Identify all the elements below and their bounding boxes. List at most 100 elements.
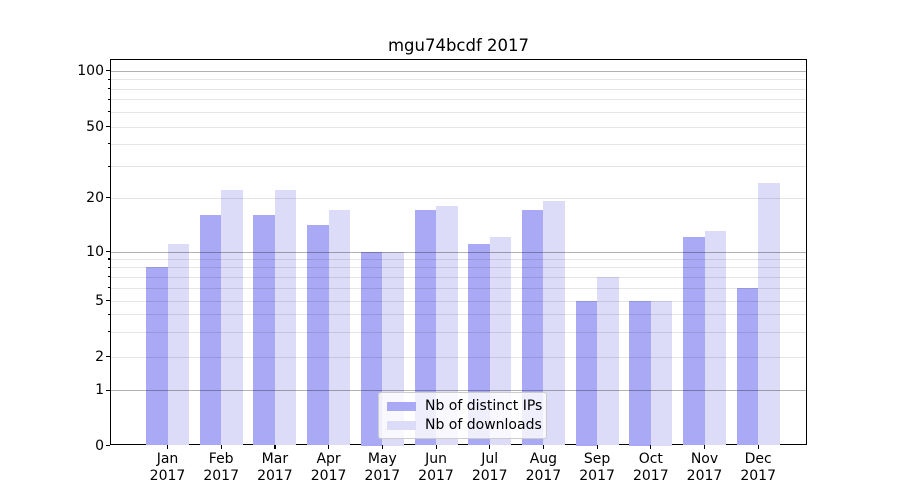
y-axis-tick-mark [106, 445, 110, 447]
y-axis-tick-mark [106, 70, 110, 72]
axis-layer: 0 1 2 5 10 20 50 100 Jan 2017 Feb 2017 Mar 2017 Apr… [77, 60, 806, 485]
gridline-minor [111, 331, 806, 333]
legend-swatch-downloads [387, 420, 416, 430]
x-axis-tick-mark [381, 445, 383, 449]
y-axis-tick-label: 20 [86, 189, 104, 206]
gridline-minor [111, 99, 806, 101]
gridline-minor [111, 314, 806, 316]
gridline-minor [111, 143, 806, 145]
legend: Nb of distinct IPs Nb of downloads [378, 392, 547, 439]
gridline-minor [111, 287, 806, 289]
bar-downloads [167, 244, 189, 446]
gridline-minor [111, 258, 806, 260]
bar-distinct-ips [736, 287, 759, 446]
x-axis-tick-label: Jun 2017 [418, 451, 454, 484]
bar-downloads [274, 190, 297, 446]
bar-downloads [650, 300, 673, 446]
x-axis-tick-mark [704, 445, 706, 449]
x-axis-tick-label: Mar 2017 [257, 451, 293, 484]
y-axis-tick-label: 1 [95, 382, 104, 398]
bar-distinct-ips [414, 210, 436, 446]
x-axis-tick-mark [167, 445, 169, 449]
legend-row-downloads: Nb of downloads [387, 417, 542, 433]
y-axis-minor-tick-mark [107, 313, 110, 315]
y-axis-minor-tick-mark [107, 258, 110, 260]
gridline-minor [111, 197, 806, 199]
x-axis-tick-mark [757, 445, 759, 449]
legend-label-downloads: Nb of downloads [425, 417, 542, 433]
gridline-minor [111, 300, 806, 302]
bar-distinct-ips [360, 251, 383, 446]
x-axis-tick-mark [489, 445, 491, 449]
y-axis-minor-tick-mark [107, 266, 110, 268]
gridline-minor [111, 88, 806, 90]
gridline-minor [111, 79, 806, 80]
x-axis-tick-label: May 2017 [364, 451, 401, 484]
gridline-minor [111, 276, 806, 278]
x-axis-tick-mark [596, 445, 598, 449]
y-axis-minor-tick-mark [107, 98, 110, 100]
x-axis-tick-mark [328, 445, 330, 449]
x-axis-tick-label: Sep 2017 [579, 451, 615, 484]
x-axis-tick-mark [650, 445, 652, 449]
gridline-major [111, 390, 806, 391]
y-axis-minor-tick-mark [107, 356, 110, 358]
x-axis-tick-label: Apr 2017 [310, 451, 347, 484]
gridline-major [111, 70, 806, 72]
x-axis-tick-label: Jul 2017 [471, 451, 508, 484]
bar-distinct-ips [146, 267, 168, 446]
x-axis-tick-label: Nov 2017 [686, 451, 723, 484]
bar-downloads [328, 210, 351, 446]
legend-label-distinct-ips: Nb of distinct IPs [425, 398, 543, 414]
y-axis-tick-label: 0 [95, 437, 104, 454]
bar-distinct-ips [307, 225, 329, 446]
bar-downloads [597, 276, 619, 446]
bar-downloads [543, 201, 565, 446]
gridline-minor [111, 267, 806, 269]
x-axis-tick-label: Aug 2017 [525, 451, 562, 484]
legend-row-distinct-ips: Nb of distinct IPs [387, 398, 543, 414]
plot-area: 0 1 2 5 10 20 50 100 Jan 2017 Feb 2017 Mar 2017 Apr… [77, 59, 807, 485]
bar-distinct-ips [683, 237, 705, 446]
y-axis-tick-label: 5 [95, 292, 104, 309]
x-axis-tick-label: Dec 2017 [740, 451, 776, 484]
y-axis-tick-label: 50 [86, 118, 104, 135]
y-axis-tick-mark [106, 251, 110, 253]
x-axis-tick-label: Oct 2017 [632, 451, 669, 484]
y-axis-minor-tick-mark [107, 276, 110, 278]
gridline-minor [111, 111, 806, 113]
y-axis-tick-label: 100 [77, 62, 104, 79]
y-axis-tick-label: 10 [86, 243, 104, 260]
gridline-minor [111, 166, 806, 168]
y-axis-minor-tick-mark [107, 165, 110, 167]
legend-swatch-distinct-ips [387, 401, 416, 411]
bar-downloads [436, 205, 458, 446]
gridline-minor [111, 126, 806, 128]
bar-distinct-ips [575, 300, 598, 446]
x-axis-tick-mark [542, 445, 545, 449]
bar-downloads [758, 183, 780, 446]
chart-title: mgu74bcdf 2017 [387, 36, 530, 55]
y-axis-minor-tick-mark [107, 143, 110, 145]
x-axis-tick-label: Feb 2017 [203, 451, 239, 484]
gridline-major [111, 251, 806, 253]
y-axis-tick-mark [106, 389, 110, 391]
y-axis-minor-tick-mark [107, 126, 110, 128]
y-axis-minor-tick-mark [107, 111, 110, 113]
bar-downloads [704, 231, 726, 446]
bar-distinct-ips [521, 210, 544, 446]
bar-distinct-ips [629, 300, 651, 446]
y-axis-minor-tick-mark [107, 300, 110, 302]
y-axis-minor-tick-mark [107, 78, 110, 80]
y-axis-minor-tick-mark [107, 331, 110, 333]
y-axis-minor-tick-mark [107, 197, 110, 199]
grid-layer [111, 60, 806, 444]
gridline-minor [111, 356, 806, 358]
x-axis-tick-label: Jan 2017 [149, 451, 186, 484]
y-axis-minor-tick-mark [107, 287, 110, 289]
bar-distinct-ips [199, 214, 222, 446]
y-axis-tick-label: 2 [95, 348, 104, 365]
bar-downloads [221, 190, 243, 446]
y-axis-minor-tick-mark [107, 88, 110, 90]
